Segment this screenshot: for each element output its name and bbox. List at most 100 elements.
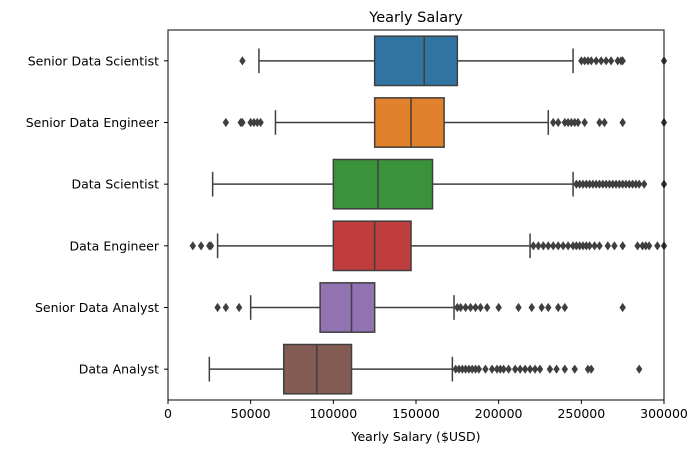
y-tick-label: Data Engineer <box>70 238 160 253</box>
outlier-point <box>588 56 595 66</box>
outlier-point <box>561 117 568 128</box>
plot-area <box>189 35 668 395</box>
outlier-point <box>581 117 588 128</box>
outlier-point <box>239 56 246 66</box>
outlier-point <box>214 302 221 313</box>
outlier-point <box>593 179 600 189</box>
box-group <box>189 220 668 272</box>
outlier-point <box>545 302 552 313</box>
outlier-point <box>571 117 578 128</box>
outlier-point <box>561 364 568 374</box>
outlier-point <box>636 364 643 374</box>
outlier-point <box>207 241 215 251</box>
outlier-point <box>250 117 258 128</box>
box <box>332 220 412 272</box>
box-group <box>222 97 668 148</box>
x-tick-label: 100000 <box>309 406 357 421</box>
outlier-point <box>554 241 562 251</box>
x-tick-label: 50000 <box>231 406 271 421</box>
outlier-point <box>493 364 501 374</box>
outlier-point <box>584 364 592 374</box>
outlier-point <box>488 364 496 374</box>
outlier-point <box>606 179 613 189</box>
outlier-point <box>197 241 205 251</box>
outlier-point <box>554 302 562 313</box>
chart-title: Yearly Salary <box>368 10 463 26</box>
outlier-point <box>457 302 464 313</box>
x-tick-label: 150000 <box>392 406 440 421</box>
outlier-point <box>581 56 588 66</box>
outlier-point <box>593 56 600 66</box>
outlier-point <box>495 302 502 313</box>
outlier-point <box>579 179 587 189</box>
outlier-point <box>619 302 626 313</box>
box-group <box>208 343 643 395</box>
box <box>332 158 434 210</box>
outlier-point <box>573 241 580 251</box>
x-tick-label: 0 <box>164 406 172 421</box>
outlier-point <box>521 364 529 374</box>
y-tick-label: Senior Data Engineer <box>26 115 160 130</box>
outlier-point <box>257 117 264 128</box>
outlier-point <box>465 364 473 374</box>
outlier-point <box>619 117 626 128</box>
outlier-point <box>589 179 597 189</box>
outlier-point <box>455 364 463 374</box>
outlier-point <box>596 179 603 189</box>
outlier-point <box>597 56 605 66</box>
outlier-point <box>619 179 626 189</box>
outlier-point <box>553 364 560 374</box>
outlier-point <box>586 179 593 189</box>
outlier-point <box>462 302 469 313</box>
outlier-point <box>459 364 466 374</box>
outlier-point <box>475 364 483 374</box>
outlier-point <box>564 241 572 251</box>
outlier-point <box>614 56 621 66</box>
box <box>282 343 353 395</box>
outlier-point <box>602 56 610 66</box>
outlier-point <box>239 117 246 128</box>
outlier-point <box>569 241 577 251</box>
outlier-point <box>512 364 519 374</box>
outlier-point <box>472 364 479 374</box>
outlier-point <box>616 179 623 189</box>
x-tick-label: 300000 <box>640 406 688 421</box>
outlier-point <box>639 241 646 251</box>
outlier-point <box>540 241 547 251</box>
outlier-point <box>634 241 641 251</box>
x-axis-title: Yearly Salary ($USD) <box>351 429 481 444</box>
outlier-point <box>578 56 585 66</box>
box-group <box>214 282 626 333</box>
outlier-point <box>599 179 607 189</box>
outlier-point <box>626 179 633 189</box>
outlier-point <box>596 241 603 251</box>
outlier-point <box>636 179 643 189</box>
outlier-point <box>632 179 640 189</box>
outlier-point <box>530 241 537 251</box>
outlier-point <box>586 241 593 251</box>
outlier-point <box>235 302 243 313</box>
outlier-point <box>546 364 554 374</box>
outlier-point <box>561 302 568 313</box>
outlier-point <box>516 364 524 374</box>
outlier-point <box>222 117 230 128</box>
y-axis: Senior Data Scientist Senior Data Enginee… <box>26 53 168 377</box>
outlier-point <box>579 241 587 251</box>
outlier-point <box>554 117 562 128</box>
box <box>319 282 376 333</box>
outlier-point <box>515 302 522 313</box>
outlier-point <box>467 302 474 313</box>
x-tick-label: 250000 <box>557 406 605 421</box>
outlier-point <box>645 241 653 251</box>
x-tick-label: 200000 <box>475 406 523 421</box>
outlier-point <box>642 241 650 251</box>
outlier-point <box>564 117 572 128</box>
outlier-point <box>482 364 489 374</box>
outlier-point <box>588 364 595 374</box>
outlier-point <box>602 179 610 189</box>
outlier-point <box>629 179 636 189</box>
y-tick-label: Data Analyst <box>79 362 159 377</box>
outlier-point <box>538 302 545 313</box>
outlier-point <box>607 56 615 66</box>
